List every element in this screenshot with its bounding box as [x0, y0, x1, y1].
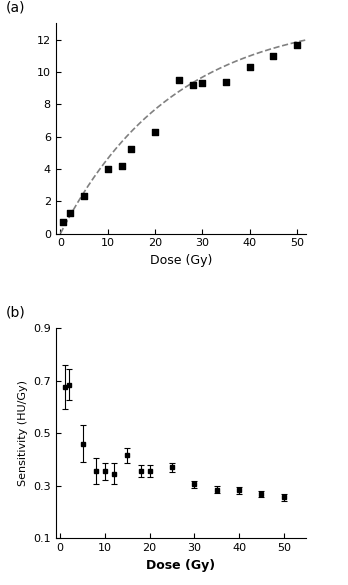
- Point: [270, 51, 276, 60]
- X-axis label: Dose (Gy): Dose (Gy): [150, 254, 212, 267]
- Point: [294, 40, 300, 50]
- Point: [176, 75, 181, 85]
- Point: [152, 127, 158, 136]
- Point: [128, 145, 134, 154]
- Text: (b): (b): [6, 306, 25, 319]
- Point: [105, 164, 110, 174]
- Point: [247, 63, 252, 72]
- Point: [223, 77, 229, 86]
- Point: [60, 218, 65, 227]
- Y-axis label: Sensitivity (HU/Gy): Sensitivity (HU/Gy): [17, 380, 27, 486]
- Point: [190, 80, 196, 90]
- Text: (a): (a): [6, 1, 25, 15]
- Point: [81, 192, 87, 201]
- X-axis label: Dose (Gy): Dose (Gy): [147, 559, 215, 572]
- Point: [119, 162, 125, 171]
- Point: [67, 208, 73, 217]
- Point: [199, 78, 205, 88]
